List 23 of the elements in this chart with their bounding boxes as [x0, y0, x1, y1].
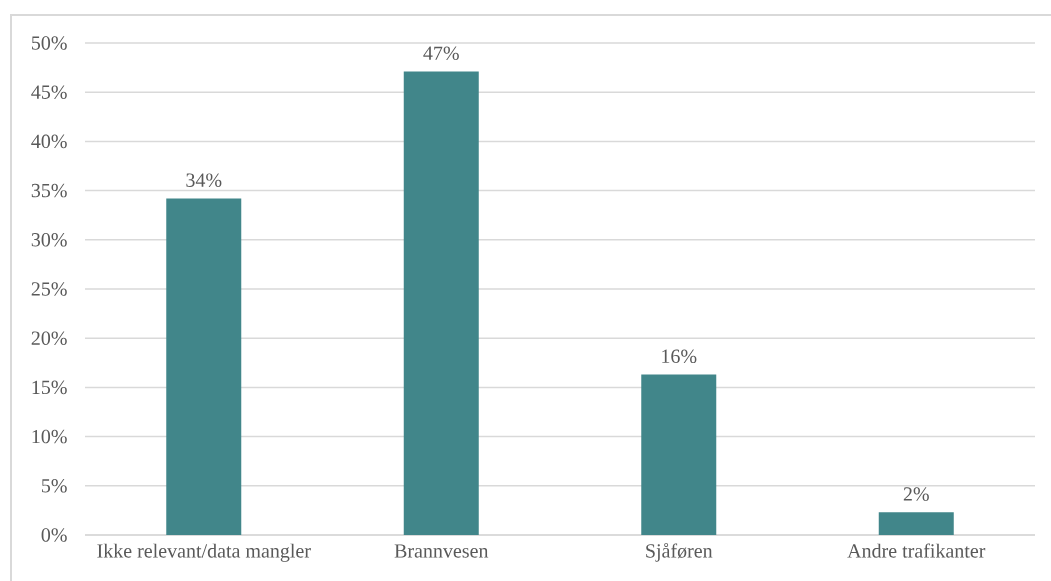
y-tick-label: 30%: [31, 233, 67, 247]
bar: [403, 71, 479, 535]
x-tick-label: Sjåføren: [646, 543, 713, 562]
y-tick-label: 40%: [31, 134, 67, 149]
y-tick-label: 25%: [31, 282, 67, 296]
y-tick-label: 10%: [32, 429, 67, 444]
y-tick-label: 5%: [41, 479, 67, 493]
x-tick-label: Brannvesen: [394, 544, 489, 558]
bar: [166, 198, 242, 535]
x-tick-label: Andre trafikanter: [847, 543, 986, 558]
y-tick-label: 35%: [31, 183, 67, 198]
x-tick-label: Ikke relevant/data mangler: [97, 543, 311, 562]
data-label: 2%: [903, 487, 929, 501]
bar: [878, 512, 954, 535]
data-label: 34%: [186, 173, 222, 187]
y-tick-label: 50%: [31, 36, 67, 50]
y-tick-label: 20%: [31, 331, 67, 345]
y-tick-label: 45%: [31, 85, 67, 99]
data-label: 16%: [662, 349, 697, 364]
data-label: 47%: [423, 46, 459, 60]
bar: [641, 374, 717, 535]
y-tick-label: 0%: [41, 528, 67, 542]
y-tick-label: 15%: [32, 380, 67, 395]
